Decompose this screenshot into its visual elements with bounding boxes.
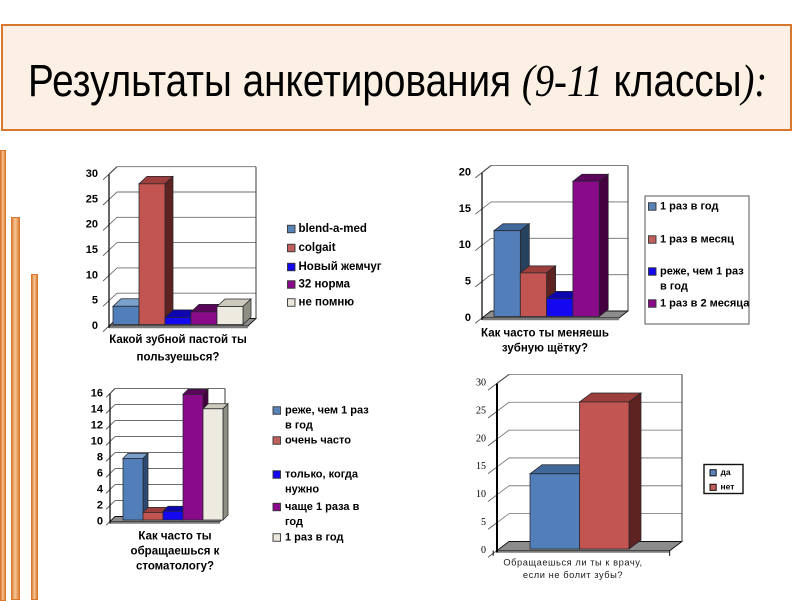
svg-text:да: да xyxy=(721,467,731,477)
svg-text:colgait: colgait xyxy=(299,242,336,254)
svg-text:обращаешься к: обращаешься к xyxy=(131,546,220,558)
svg-text:10: 10 xyxy=(86,269,98,281)
svg-text:25: 25 xyxy=(86,193,98,205)
svg-text:4: 4 xyxy=(97,483,104,495)
svg-text:0: 0 xyxy=(481,545,486,556)
svg-text:0: 0 xyxy=(465,312,471,324)
svg-text:10: 10 xyxy=(459,239,471,251)
svg-text:20: 20 xyxy=(86,219,98,231)
svg-text:нет: нет xyxy=(721,482,735,492)
svg-text:Как часто ты меняешь: Как часто ты меняешь xyxy=(481,328,609,340)
svg-text:1 раз в 2 месяца: 1 раз в 2 месяца xyxy=(660,297,750,309)
svg-text:20: 20 xyxy=(459,167,471,179)
svg-text:14: 14 xyxy=(91,403,104,415)
svg-text:нужно: нужно xyxy=(285,483,319,495)
svg-text:20: 20 xyxy=(476,433,486,444)
svg-text:1 раз в год: 1 раз в год xyxy=(285,531,343,543)
svg-text:15: 15 xyxy=(459,203,471,215)
svg-text:пользуешься?: пользуешься? xyxy=(137,352,220,364)
svg-text:8: 8 xyxy=(97,451,103,463)
svg-text:30: 30 xyxy=(86,168,98,180)
svg-text:5: 5 xyxy=(465,276,471,288)
svg-text:зубную щётку?: зубную щётку? xyxy=(502,343,588,355)
svg-text:в год: в год xyxy=(285,419,313,431)
svg-text:не помню: не помню xyxy=(299,297,355,309)
svg-text:чаще 1 раза в: чаще 1 раза в xyxy=(285,501,360,513)
svg-text:только, когда: только, когда xyxy=(285,468,359,480)
svg-text:30: 30 xyxy=(476,378,486,389)
svg-text:15: 15 xyxy=(86,244,98,256)
svg-text:blend-a-med: blend-a-med xyxy=(299,223,367,235)
svg-text:10: 10 xyxy=(91,435,103,447)
svg-text:5: 5 xyxy=(92,295,98,307)
svg-text:год: год xyxy=(285,516,303,528)
svg-text:2: 2 xyxy=(97,499,103,511)
svg-text:6: 6 xyxy=(97,467,103,479)
svg-text:16: 16 xyxy=(91,387,103,399)
svg-text:в год: в год xyxy=(660,280,688,292)
svg-text:10: 10 xyxy=(476,489,486,500)
svg-text:очень часто: очень часто xyxy=(285,434,351,446)
svg-text:1 раз в год: 1 раз в год xyxy=(660,200,718,212)
svg-text:реже, чем 1 раз: реже, чем 1 раз xyxy=(285,404,369,416)
svg-text:стоматологу?: стоматологу? xyxy=(136,561,214,573)
svg-text:32 норма: 32 норма xyxy=(299,279,351,291)
svg-text:0: 0 xyxy=(92,320,98,332)
svg-text:Какой зубной пастой ты: Какой зубной пастой ты xyxy=(109,334,247,346)
svg-text:0: 0 xyxy=(97,515,103,527)
svg-text:Обращаешься ли ты к врачу,: Обращаешься ли ты к врачу, xyxy=(503,557,642,567)
svg-text:15: 15 xyxy=(476,461,486,472)
svg-text:если не болит зубы?: если не болит зубы? xyxy=(523,570,623,580)
svg-text:25: 25 xyxy=(476,406,486,417)
svg-text:5: 5 xyxy=(481,517,486,528)
svg-text:Как часто ты: Как часто ты xyxy=(138,531,211,543)
svg-text:12: 12 xyxy=(91,419,103,431)
svg-text:Новый жемчуг: Новый жемчуг xyxy=(299,261,382,273)
svg-text:реже, чем 1 раз: реже, чем 1 раз xyxy=(660,265,744,277)
svg-text:1 раз в месяц: 1 раз в месяц xyxy=(660,233,734,245)
